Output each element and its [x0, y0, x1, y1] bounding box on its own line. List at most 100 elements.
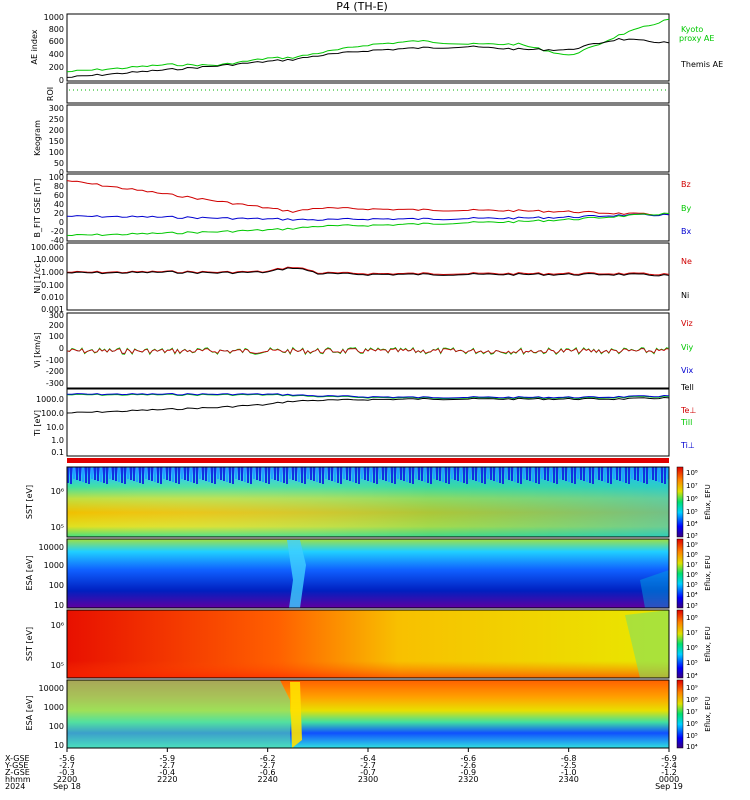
sst-e-stripe	[520, 467, 522, 484]
sst-e-stripe	[181, 467, 183, 479]
ae-tick: 200	[49, 63, 64, 72]
b-tick: 60	[54, 191, 64, 200]
sst-e-stripe	[472, 467, 474, 480]
sst-e-stripe	[175, 467, 177, 483]
cb4-tick: 10⁷	[686, 708, 698, 716]
axis-row-label: Z-GSE	[5, 768, 30, 777]
keogram-ylabel: Keogram	[33, 120, 42, 156]
legend-viy: Viy	[681, 343, 694, 352]
x-axis-tick-label: 2200	[57, 775, 77, 784]
sst-e-stripe	[643, 467, 645, 483]
esa-i-injection	[290, 682, 302, 748]
sst-e-stripe	[442, 467, 444, 482]
sst-e-stripe	[490, 467, 492, 480]
sst-e-stripe	[469, 467, 471, 479]
sst-e-stripe	[247, 467, 249, 483]
sst-e-stripe	[454, 467, 456, 480]
legend-tell: Tell	[680, 383, 694, 392]
velocity-frame	[66, 312, 670, 389]
ae-tick: 0	[59, 76, 64, 85]
legend-te-perp: Te⊥	[680, 406, 696, 415]
esa-e-injection	[287, 540, 306, 608]
v-tick: -100	[46, 356, 64, 365]
sst-e-tick: 10⁵	[51, 523, 64, 532]
sst-e-stripe	[583, 467, 585, 481]
x-axis-tick-label: -2.4	[661, 761, 677, 770]
cb2-tick: 10³	[686, 602, 698, 610]
sst-e-stripe	[124, 467, 126, 484]
sst-e-stripe	[322, 467, 324, 484]
sst-e-stripe	[607, 467, 609, 483]
sst-e-stripe	[67, 467, 69, 483]
cb4-tick: 10⁴	[686, 743, 698, 751]
n-tick: 0.100	[41, 281, 64, 290]
sst-e-stripe	[652, 467, 654, 480]
sst-e-stripe	[205, 467, 207, 481]
sst-e-stripe	[85, 467, 87, 483]
t-tick: 100.0	[41, 409, 64, 418]
sst-e-stripe	[370, 467, 372, 482]
t-tick: 10.0	[46, 423, 64, 432]
sst-e-stripe	[568, 467, 570, 482]
esa-e-hot	[640, 570, 669, 608]
bx-line	[66, 213, 670, 221]
sst-e-stripe	[289, 467, 291, 479]
v-tick: 0	[59, 344, 64, 353]
sst-e-stripe	[649, 467, 651, 479]
sst-e-stripe	[574, 467, 576, 484]
sst-e-stripe	[535, 467, 537, 483]
v-tick: 100	[49, 332, 64, 341]
keogram-panel: Keogram 300 250 200 150 100 50 0	[33, 104, 670, 177]
x-axis-tick-label: -2.5	[561, 761, 577, 770]
colorbar-3-fill	[676, 609, 684, 679]
legend-ne: Ne	[681, 257, 692, 266]
sst-e-stripe	[325, 467, 327, 479]
sst-e-stripe	[199, 467, 201, 479]
b-field-ylabel: B_FIT GSE [nT]	[33, 179, 42, 238]
sst-e-stripe	[280, 467, 282, 482]
b-tick: 0	[59, 218, 64, 227]
sst-e-stripe	[406, 467, 408, 482]
sst-e-stripe	[625, 467, 627, 483]
keogram-tick: 150	[49, 137, 64, 146]
sst-e-stripe	[292, 467, 294, 480]
sst-e-stripe	[163, 467, 165, 479]
esa-i-ylabel: ESA [eV]	[25, 696, 34, 731]
temperature-frame	[66, 388, 670, 457]
sst-e-stripe	[343, 467, 345, 479]
sst-e-stripe	[88, 467, 90, 484]
legend-ti-perp: Ti⊥	[680, 441, 695, 450]
temperature-ylabel: Ti [eV]	[33, 410, 42, 437]
b-tick: 100	[49, 173, 64, 182]
sst-e-stripe	[295, 467, 297, 481]
sst-e-stripe	[220, 467, 222, 480]
legend-bx: Bx	[681, 227, 691, 236]
b-tick: -40	[51, 236, 64, 245]
till-line	[66, 393, 670, 400]
sst-e-stripe	[319, 467, 321, 483]
sst-e-stripe	[217, 467, 219, 479]
colorbar-4-label: Eflux, EFU	[704, 696, 712, 731]
themis-ae-line	[66, 37, 670, 78]
roi-ylabel: ROI	[46, 87, 55, 101]
sst-e-stripe	[553, 467, 555, 483]
axis-row-label: Y-GSE	[4, 761, 28, 770]
esa-i-tick: 1000	[44, 703, 64, 712]
b-tick: 20	[54, 209, 64, 218]
esa-e-tick: 100	[49, 581, 64, 590]
sst-e-stripe	[511, 467, 513, 481]
sst-e-stripe	[286, 467, 288, 484]
sst-e-stripe	[328, 467, 330, 480]
viz-line	[66, 347, 670, 355]
sst-e-stripe	[136, 467, 138, 482]
n-tick: 0.010	[41, 293, 64, 302]
sst-i-tick: 10⁵	[51, 661, 64, 670]
sst-e-stripe	[613, 467, 615, 479]
sst-e-stripe	[313, 467, 315, 481]
sst-e-stripe	[223, 467, 225, 481]
esa-e-tick: 10	[54, 601, 64, 610]
sst-e-stripe	[394, 467, 396, 484]
sst-e-stripe	[364, 467, 366, 480]
esa-i-tick: 10000	[39, 684, 64, 693]
sst-e-stripe	[298, 467, 300, 482]
